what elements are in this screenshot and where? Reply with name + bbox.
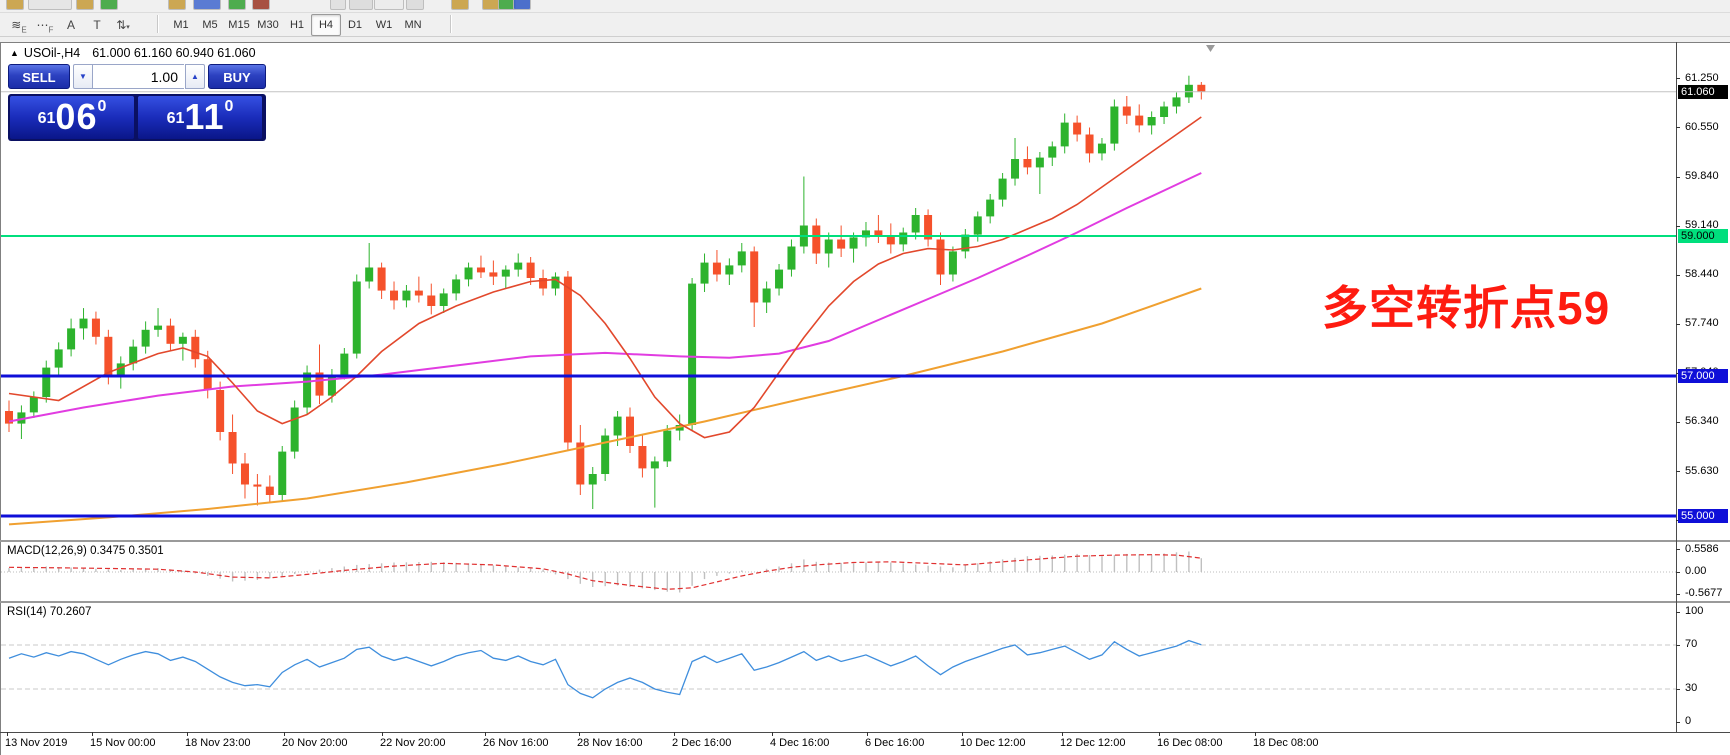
rsi-tick-label: 30 (1685, 682, 1698, 694)
main-price-chart[interactable] (1, 42, 1677, 540)
sell-price-pip: 0 (97, 98, 107, 115)
buy-button[interactable]: BUY (208, 64, 266, 89)
macd-tick (1676, 549, 1680, 551)
macd-tick-label: -0.5677 (1685, 587, 1723, 600)
text-tool-icon[interactable]: A (66, 18, 75, 32)
toolbar-icon[interactable] (228, 0, 246, 10)
volume-input[interactable] (93, 64, 184, 89)
chart-title: ▲ USOil-,H4 61.000 61.160 60.940 61.060 (10, 46, 256, 60)
price-axis-border (1676, 42, 1677, 732)
macd-tick (1676, 593, 1680, 595)
bid-ask-price-row: 61060 61110 (8, 94, 266, 141)
price-tick-label: 61.250 (1685, 71, 1719, 84)
rsi-tick-label: 100 (1685, 605, 1704, 617)
toolbar-icon[interactable] (76, 0, 94, 10)
toolbar-icon[interactable] (374, 0, 404, 10)
buy-price-integer: 61 (166, 110, 185, 127)
rsi-tick (1676, 688, 1680, 690)
sell-price-integer: 61 (37, 110, 56, 127)
toolbar-icon[interactable] (6, 0, 24, 10)
buy-price-display[interactable]: 61110 (138, 96, 262, 139)
volume-decrease-icon[interactable]: ▼ (73, 64, 93, 89)
toolbar-icon[interactable] (168, 0, 186, 10)
rsi-indicator-pane[interactable] (1, 603, 1677, 732)
chart-collapse-arrow-icon[interactable]: ▲ (10, 48, 19, 58)
price-tick (1676, 274, 1680, 276)
toolbar-icon[interactable] (513, 0, 531, 10)
chart-bottom-border (0, 732, 1730, 733)
sell-price-display[interactable]: 61060 (10, 96, 134, 139)
toolbar-separator (157, 15, 159, 33)
toolbar-main (0, 0, 1730, 13)
toolbar-icon[interactable] (100, 0, 118, 10)
price-badge: 61.060 (1678, 84, 1728, 99)
toolbar-icon[interactable] (330, 0, 346, 10)
rsi-tick-label: 0 (1685, 715, 1692, 727)
toolbar-icon[interactable] (451, 0, 469, 10)
toolbar-separator (450, 15, 452, 33)
timeframe-h1[interactable]: H1 (289, 19, 305, 31)
price-tick-label: 59.140 (1685, 219, 1719, 232)
toolbar-tools-timeframes: ≋E ⋯F A T ⇅▾ M1 M5 M15 M30 H1 H4 D1 W1 MN (0, 13, 1730, 37)
timeframe-w1[interactable]: W1 (375, 19, 393, 31)
timeframe-m30[interactable]: M30 (257, 19, 279, 31)
price-tick (1676, 78, 1680, 79)
toolbar-icon[interactable] (349, 0, 373, 10)
macd-indicator-pane[interactable] (1, 542, 1677, 601)
price-tick-label: 58.440 (1685, 268, 1719, 281)
timeframe-m1[interactable]: M1 (173, 19, 189, 31)
text-label-tool-icon[interactable]: T (93, 18, 101, 32)
macd-label: MACD(12,26,9) 0.3475 0.3501 (7, 545, 164, 557)
price-tick-label: 57.740 (1685, 317, 1719, 330)
fibonacci-tool-icon[interactable]: ⋯F (36, 18, 54, 35)
toolbar-icon[interactable] (28, 0, 72, 10)
volume-increase-icon[interactable]: ▲ (185, 64, 205, 89)
chart-window (0, 42, 1730, 755)
pane-separator[interactable] (0, 601, 1730, 603)
buy-price-main: 11 (184, 96, 225, 137)
rsi-tick (1676, 611, 1680, 613)
sell-price-main: 06 (55, 96, 98, 137)
price-tick (1676, 225, 1680, 227)
price-badge: 57.000 (1678, 369, 1728, 383)
price-badge: 59.000 (1678, 229, 1728, 243)
sell-button[interactable]: SELL (8, 64, 70, 89)
toolbar-icon[interactable] (252, 0, 270, 10)
price-axis[interactable]: 61.250 60.550 59.840 59.140 58.440 57.740 57.0… (1676, 0, 1730, 755)
chart-annotation-text: 多空转折点59 (1322, 282, 1611, 334)
timeframe-m15[interactable]: M15 (228, 19, 250, 31)
price-tick-label: 56.340 (1685, 415, 1719, 428)
price-tick (1676, 421, 1680, 423)
timeframe-d1[interactable]: D1 (347, 19, 363, 31)
price-tick (1676, 176, 1680, 178)
price-tick (1676, 471, 1680, 473)
channel-tool-icon[interactable]: ≋E (11, 18, 27, 35)
price-badge: 55.000 (1678, 509, 1728, 523)
rsi-tick (1676, 721, 1680, 723)
toolbar-icon[interactable] (406, 0, 424, 10)
price-tick (1676, 323, 1680, 325)
macd-tick-label: 0.00 (1685, 565, 1707, 577)
price-tick-label: 60.550 (1685, 120, 1719, 133)
symbol-period-label: USOil-,H4 (23, 46, 81, 60)
price-tick (1676, 127, 1680, 128)
macd-tick-label: 0.5586 (1685, 542, 1719, 555)
macd-tick (1676, 571, 1680, 573)
timeframe-mn[interactable]: MN (404, 19, 422, 31)
price-tick-label: 59.840 (1685, 170, 1719, 183)
rsi-tick (1676, 644, 1680, 646)
timeframe-m5[interactable]: M5 (202, 19, 218, 31)
timeframe-h4[interactable]: H4 (311, 14, 341, 36)
price-tick-label: 55.630 (1685, 464, 1719, 477)
buy-price-pip: 0 (224, 98, 234, 115)
pane-separator[interactable] (0, 540, 1730, 542)
one-click-trading-panel: SELL ▼ ▲ BUY 61060 61110 (8, 64, 266, 141)
arrows-tool-icon[interactable]: ⇅▾ (116, 18, 130, 32)
toolbar-icon[interactable] (193, 0, 221, 10)
rsi-tick-label: 70 (1685, 638, 1698, 650)
rsi-label: RSI(14) 70.2607 (7, 606, 92, 618)
ohlc-values: 61.000 61.160 60.940 61.060 (92, 46, 256, 60)
